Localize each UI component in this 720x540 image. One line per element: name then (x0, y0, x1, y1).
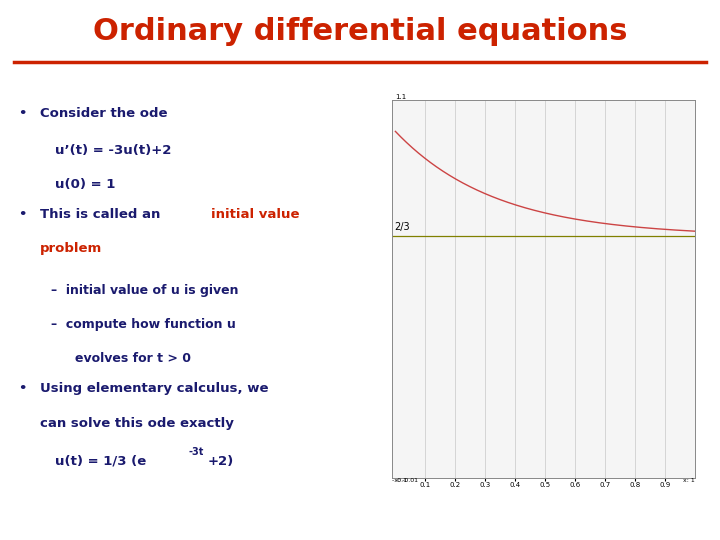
Text: Ordinary differential equations: Ordinary differential equations (93, 17, 627, 46)
Text: -x: -0.01: -x: -0.01 (392, 478, 418, 483)
Text: -3t: -3t (189, 448, 204, 457)
Text: –  compute how function u: – compute how function u (51, 318, 236, 331)
Text: can solve this ode exactly: can solve this ode exactly (40, 417, 234, 430)
Text: Consider the ode: Consider the ode (40, 107, 168, 120)
Text: u’(t) = -3u(t)+2: u’(t) = -3u(t)+2 (55, 144, 171, 157)
Text: u(t) = 1/3 (e: u(t) = 1/3 (e (55, 455, 146, 468)
Text: •: • (18, 107, 27, 120)
Text: 1.1: 1.1 (395, 94, 407, 100)
Text: 2/3: 2/3 (394, 221, 410, 232)
Text: –  initial value of u is given: – initial value of u is given (51, 284, 239, 296)
Text: Using elementary calculus, we: Using elementary calculus, we (40, 382, 269, 395)
Text: evolves for t > 0: evolves for t > 0 (75, 352, 191, 365)
Text: problem: problem (40, 242, 102, 255)
Text: x: 1: x: 1 (683, 478, 695, 483)
Text: This is called an: This is called an (40, 208, 166, 221)
Text: •: • (18, 208, 27, 221)
Text: initial value: initial value (211, 208, 300, 221)
Text: +2): +2) (207, 455, 233, 468)
Text: -0.1: -0.1 (395, 478, 408, 483)
Text: u(0) = 1: u(0) = 1 (55, 178, 115, 191)
Text: •: • (18, 382, 27, 395)
